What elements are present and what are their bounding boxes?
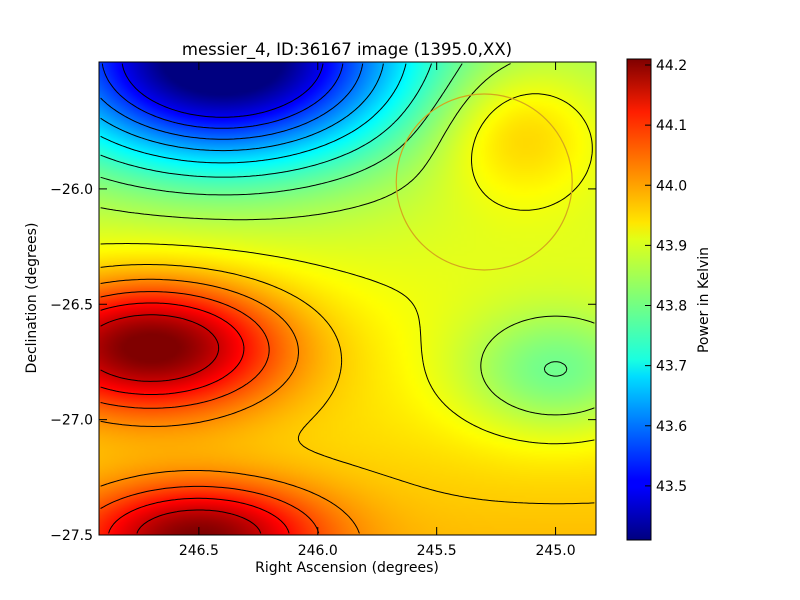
- contour-line: [100, 314, 262, 534]
- colorbar-tick-label: 43.6: [656, 419, 687, 435]
- contour-line: [100, 63, 364, 140]
- colorbar-label: Power in Kelvin: [696, 247, 712, 353]
- colorbar-tick-label: 44.1: [656, 118, 687, 134]
- y-axis-label: Declination (degrees): [24, 223, 40, 374]
- x-tick-label: 246.5: [179, 543, 219, 559]
- contour-line: [121, 63, 324, 118]
- y-tick-label: −26.0: [50, 182, 93, 198]
- contour-line: [100, 63, 384, 152]
- y-tick-label: −27.5: [50, 528, 93, 544]
- colorbar-tick-label: 43.8: [656, 299, 687, 315]
- contour-line: [100, 291, 320, 534]
- colorbar-tick-label: 43.7: [656, 359, 687, 375]
- colorbar-tick-label: 44.0: [656, 178, 687, 194]
- colorbar-ticks: 43.5 43.6 43.7 43.8 43.9 44.0 44.1 44.2: [645, 58, 687, 495]
- chart-title: messier_4, ID:36167 image (1395.0,XX): [182, 40, 512, 60]
- contour-line: [101, 63, 344, 129]
- y-axis-ticks: −26.0 −26.5 −27.0 −27.5: [50, 182, 596, 544]
- colorbar-tick-label: 43.5: [656, 479, 687, 495]
- contour-line: [100, 278, 360, 534]
- x-axis-ticks: 246.5 246.0 245.5 245.0: [179, 62, 576, 559]
- x-axis-label: Right Ascension (degrees): [255, 560, 439, 576]
- contour-line: [100, 63, 595, 416]
- plot-area: [98, 61, 597, 536]
- contour-lines: [100, 63, 595, 534]
- colorbar: 43.5 43.6 43.7 43.8 43.9 44.0 44.1 44.2 Power i…: [626, 58, 712, 541]
- colorbar-tick-label: 43.9: [656, 238, 687, 254]
- contour-line: [100, 63, 407, 164]
- circle-marker: [395, 93, 573, 271]
- contour-line: [100, 93, 595, 445]
- contour-line: [100, 302, 290, 534]
- colorbar-gradient: [626, 58, 652, 541]
- x-tick-label: 246.0: [298, 543, 338, 559]
- contour-line: [100, 63, 568, 377]
- y-tick-label: −26.5: [50, 297, 93, 313]
- colorbar-tick-label: 44.2: [656, 58, 687, 74]
- x-tick-label: 245.5: [417, 543, 457, 559]
- heatmap-image: [99, 62, 596, 535]
- x-tick-label: 245.0: [536, 543, 576, 559]
- y-tick-label: −27.0: [50, 413, 93, 429]
- contour-line: [100, 63, 432, 178]
- plot-frame: [98, 61, 597, 536]
- contour-line: [100, 264, 595, 505]
